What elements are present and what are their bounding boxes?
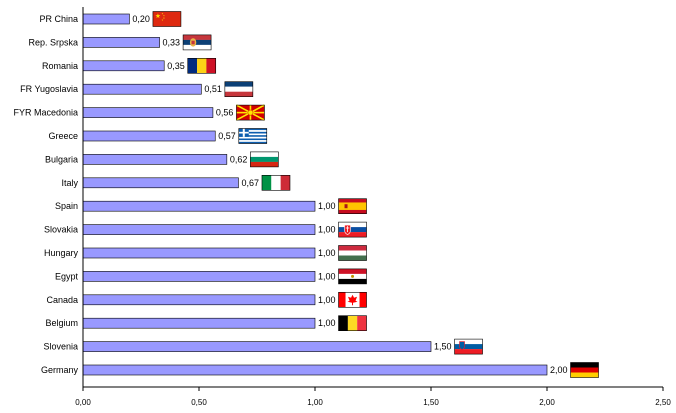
category-label: Canada xyxy=(46,295,78,305)
bar-greece xyxy=(82,130,216,142)
egypt-flag-icon xyxy=(338,268,367,285)
slovenia-flag-icon xyxy=(454,338,483,355)
category-label: Rep. Srpska xyxy=(28,37,78,47)
china-flag-icon xyxy=(152,11,182,27)
category-label: Italy xyxy=(61,178,78,188)
category-label: PR China xyxy=(39,14,78,24)
flags-layer xyxy=(152,11,599,378)
value-label: 0,35 xyxy=(167,61,185,71)
bar-rep-srpska xyxy=(82,37,160,48)
category-label: Belgium xyxy=(45,318,78,328)
macedonia-flag-icon xyxy=(236,104,265,121)
value-label: 0,57 xyxy=(218,131,236,141)
bar-belgium xyxy=(82,317,316,329)
category-label: Spain xyxy=(55,201,78,211)
category-label: FYR Macedonia xyxy=(13,108,78,118)
romania-flag-icon xyxy=(187,57,217,74)
hungary-flag-icon xyxy=(338,245,367,261)
value-label: 1,00 xyxy=(318,201,336,211)
category-label: Slovenia xyxy=(43,342,78,352)
value-label: 1,00 xyxy=(318,271,336,281)
value-label: 1,00 xyxy=(318,318,336,328)
value-label: 0,56 xyxy=(216,108,234,118)
value-label: 1,00 xyxy=(318,225,336,235)
bar-pr-china xyxy=(82,13,130,25)
category-label: FR Yugoslavia xyxy=(20,84,78,94)
bar-fr-yugoslavia xyxy=(82,83,202,95)
value-label: 0,62 xyxy=(230,154,248,164)
srpska-flag-icon xyxy=(182,34,212,51)
yugoslavia-flag-icon xyxy=(224,81,254,97)
category-label: Hungary xyxy=(44,248,79,258)
value-label: 1,00 xyxy=(318,295,336,305)
bar-romania xyxy=(82,60,165,72)
value-label: 1,00 xyxy=(318,248,336,258)
category-label: Slovakia xyxy=(44,225,78,235)
belgium-flag-icon xyxy=(338,315,367,332)
bar-slovenia xyxy=(82,341,432,352)
category-label: Romania xyxy=(42,61,78,71)
bar-canada xyxy=(82,294,316,306)
slovakia-flag-icon xyxy=(338,221,367,238)
category-label: Egypt xyxy=(55,271,79,281)
germany-flag-icon xyxy=(570,362,599,378)
bar-germany xyxy=(82,364,548,376)
bars-layer xyxy=(82,13,548,376)
bar-bulgaria xyxy=(82,154,228,165)
value-label: 2,00 xyxy=(550,365,568,375)
bar-fyr-macedonia xyxy=(82,107,214,118)
value-label: 0,33 xyxy=(163,37,181,47)
value-label: 0,67 xyxy=(241,178,259,188)
value-label: 1,50 xyxy=(434,342,452,352)
x-ticks: 0,00 0,50 1,00 1,50 2,00 2,50 xyxy=(75,387,671,407)
greece-flag-icon xyxy=(238,128,268,144)
value-label: 0,20 xyxy=(132,14,150,24)
bar-slovakia xyxy=(82,224,316,235)
x-tick-label: 1,50 xyxy=(423,398,439,407)
bar-hungary xyxy=(82,247,316,259)
value-label: 0,51 xyxy=(204,84,222,94)
bulgaria-flag-icon xyxy=(250,151,279,168)
spain-flag-icon xyxy=(338,198,367,214)
bar-spain xyxy=(82,200,316,212)
category-labels: PR China Rep. Srpska Romania FR Yugoslavia F… xyxy=(13,14,78,375)
value-labels: 0,20 0,33 0,35 0,51 0,56 0,57 0,62 0,67 1,00 1,00… xyxy=(132,14,567,375)
x-tick-label: 0,50 xyxy=(191,398,207,407)
canada-flag-icon xyxy=(338,291,367,308)
italy-flag-icon xyxy=(261,175,291,191)
bar-italy xyxy=(82,177,239,189)
x-tick-label: 0,00 xyxy=(75,398,91,407)
axes xyxy=(82,7,663,388)
category-label: Germany xyxy=(41,365,79,375)
category-label: Greece xyxy=(48,131,78,141)
x-tick-label: 1,00 xyxy=(307,398,323,407)
bar-egypt xyxy=(82,271,316,282)
x-tick-label: 2,50 xyxy=(655,398,671,407)
x-tick-label: 2,00 xyxy=(539,398,555,407)
category-label: Bulgaria xyxy=(45,154,78,164)
